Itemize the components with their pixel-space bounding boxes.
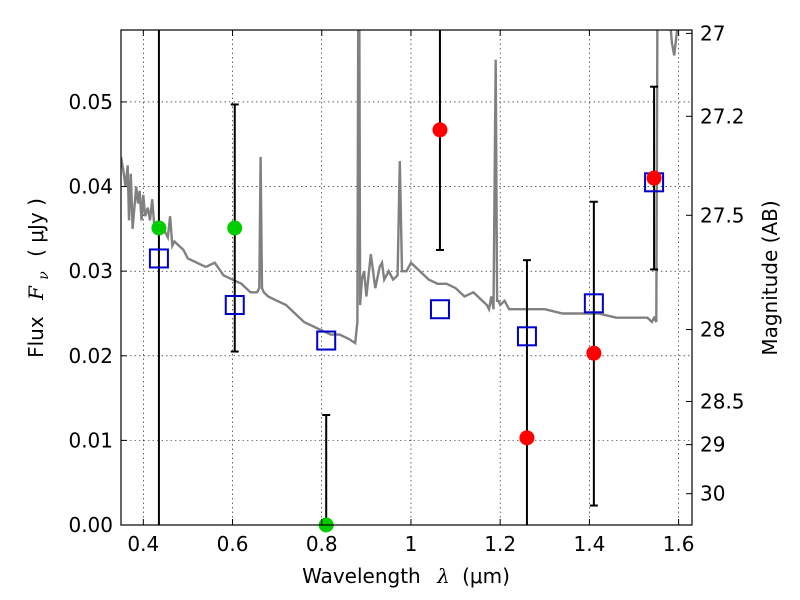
- errorbar-layer: [157, 30, 659, 525]
- y2-tick-label-3: 28: [700, 318, 725, 342]
- x-tick-label-4: 1.2: [484, 532, 516, 556]
- x-tick-label-5: 1.4: [573, 532, 605, 556]
- marker-layer: [148, 122, 665, 533]
- y-tick-label-5: 0.05: [68, 90, 113, 114]
- x-axis-label-unit: (μm): [462, 564, 510, 588]
- data-point-square-2: [316, 330, 337, 351]
- data-point-square-4: [516, 326, 537, 347]
- y2-tick-label-4: 28.5: [700, 389, 745, 413]
- data-point-circle-s2-0: [432, 122, 448, 138]
- y-tick-label-4: 0.04: [68, 175, 113, 199]
- data-point-circle-s2-3: [646, 170, 662, 186]
- y-axis-label-sub: ν: [36, 271, 52, 280]
- x-tick-label-6: 1.6: [663, 532, 695, 556]
- data-point-square-1: [224, 295, 245, 315]
- x-tick-label-0: 0.4: [127, 532, 159, 556]
- y2-axis-label: Magnitude (AB): [758, 200, 782, 355]
- y2-tick-label-2: 27.5: [700, 203, 745, 227]
- y-tick-label-2: 0.02: [68, 344, 113, 368]
- y-tick-label-0: 0.00: [68, 513, 113, 537]
- grid: [121, 30, 692, 526]
- data-point-square-5: [583, 293, 604, 314]
- data-point-square-3: [429, 299, 450, 320]
- data-point-circle-s1-0: [151, 220, 167, 236]
- y2-tick-label-1: 27.2: [700, 104, 745, 128]
- y2-tick-label-6: 30: [700, 482, 725, 506]
- data-point-circle-s1-1: [227, 220, 243, 236]
- data-point-square-0: [148, 248, 169, 269]
- sed-model-line: [121, 30, 679, 346]
- x-tick-label-3: 1: [405, 532, 418, 556]
- x-axis-label: Wavelength λ (μm): [302, 564, 510, 588]
- x-tick-label-2: 0.8: [306, 532, 338, 556]
- y2-tick-label-5: 29: [700, 433, 725, 457]
- y-axis-label-symbol: F: [24, 285, 48, 301]
- sed-model-layer: [121, 30, 679, 346]
- y-axis-label: Flux F ν ( μJy ): [24, 198, 53, 358]
- ticks-layer: 0.4 0.6 0.8 1 1.2 1.4 1.6 0.00 0.01 0.02 0.03 0.04 0…: [68, 21, 744, 556]
- x-tick-label-1: 0.6: [217, 532, 249, 556]
- plot-frame: [120, 29, 693, 526]
- y-axis-label-unit: ( μJy ): [24, 198, 48, 257]
- data-point-circle-s2-2: [586, 345, 602, 361]
- y2-tick-label-0: 27: [700, 21, 725, 45]
- data-point-circle-s2-1: [519, 430, 535, 446]
- x-axis-label-symbol: λ: [436, 564, 450, 588]
- x-axis-label-text: Wavelength: [302, 564, 421, 588]
- y-axis-label-text: Flux: [24, 316, 48, 358]
- y-tick-label-3: 0.03: [68, 259, 113, 283]
- y-tick-label-1: 0.01: [68, 428, 113, 452]
